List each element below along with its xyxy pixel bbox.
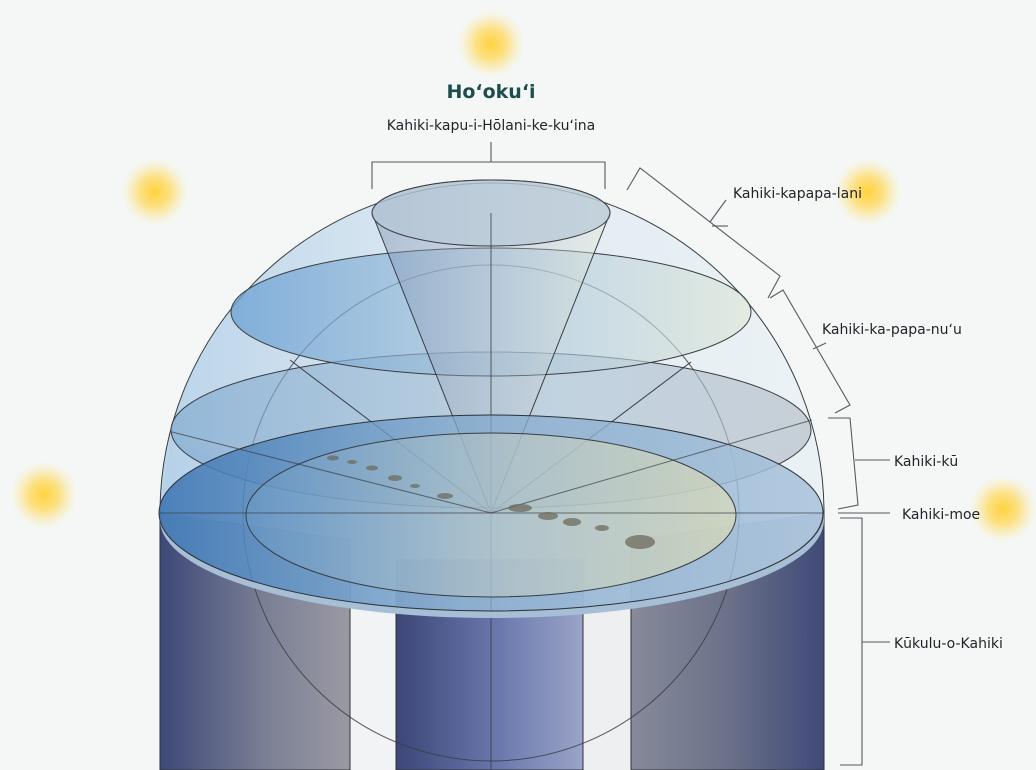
- label-kahiki-moe: Kahiki-moe: [902, 507, 980, 523]
- sun-icon: [969, 475, 1036, 543]
- sun-icon: [457, 10, 525, 78]
- title-hookui: Hoʻokuʻi: [446, 81, 535, 103]
- brackets: [371, 142, 890, 766]
- label-kahiki-ku: Kahiki-kū: [894, 454, 958, 470]
- label-kapapa-nuu: Kahiki-ka-papa-nuʻu: [822, 322, 962, 338]
- sun-icon: [834, 158, 902, 226]
- label-kukulu: Kūkulu-o-Kahiki: [894, 636, 1003, 652]
- sun-icon: [121, 158, 189, 226]
- hawaiian-islands: [327, 455, 655, 549]
- sun-icon: [10, 461, 78, 529]
- label-kapapa-lani: Kahiki-kapapa-lani: [733, 186, 862, 202]
- island-plane: [245, 432, 737, 598]
- label-kapu-i-holani: Kahiki-kapu-i-Hōlani-ke-kuʻina: [387, 118, 596, 134]
